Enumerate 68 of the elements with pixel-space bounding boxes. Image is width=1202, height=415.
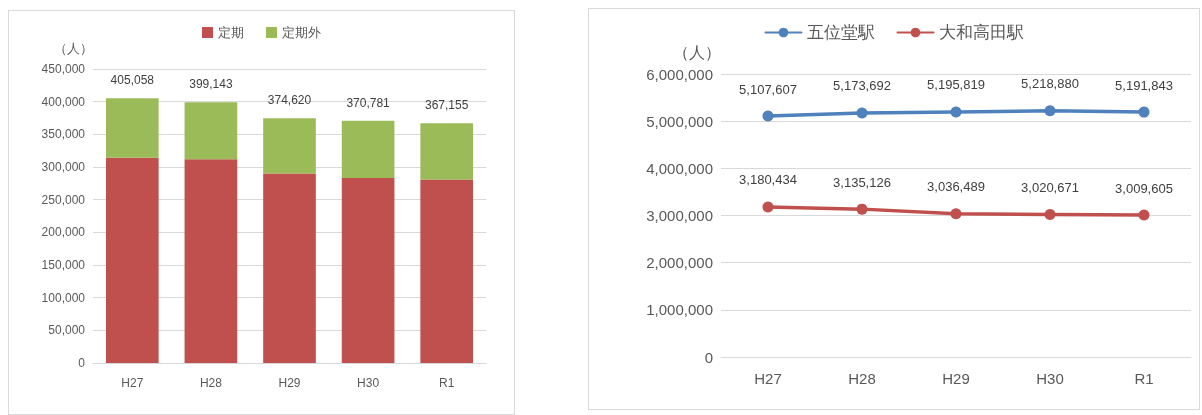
bar <box>184 159 238 363</box>
legend-label: 大和高田駅 <box>938 23 1024 42</box>
legend-label: 五位堂駅 <box>806 23 875 42</box>
data-label: 5,195,819 <box>927 77 985 93</box>
y-tick-label: 1,000,000 <box>646 301 713 319</box>
bar <box>341 178 395 363</box>
y-axis-title: （人） <box>54 41 93 56</box>
data-label: 5,107,607 <box>739 81 797 97</box>
data-label: 3,135,126 <box>833 174 891 190</box>
point <box>856 107 868 119</box>
bar <box>105 157 159 363</box>
x-tick-label: H28 <box>848 370 876 387</box>
x-tick-label: R1 <box>1134 370 1154 387</box>
point <box>762 201 774 213</box>
y-tick-label: 0 <box>78 356 86 370</box>
y-tick-label: 50,000 <box>48 323 86 338</box>
data-label: 3,020,671 <box>1021 180 1079 196</box>
y-tick-label: 150,000 <box>41 258 86 272</box>
x-tick-label: H27 <box>754 370 782 387</box>
point <box>856 203 868 215</box>
point <box>762 110 774 122</box>
bar <box>420 123 474 180</box>
y-tick-label: 350,000 <box>41 127 86 142</box>
data-label: 5,173,692 <box>833 78 891 94</box>
legend-label: 定期 <box>218 25 244 40</box>
point <box>1138 209 1150 221</box>
y-tick-label: 300,000 <box>41 160 86 174</box>
data-label: 3,009,605 <box>1115 180 1173 196</box>
total-label: 405,058 <box>110 73 155 88</box>
y-tick-label: 250,000 <box>41 192 86 207</box>
y-tick-label: 200,000 <box>41 225 86 240</box>
total-label: 367,155 <box>425 98 469 113</box>
point <box>1044 105 1056 117</box>
y-tick-label: 2,000,000 <box>646 254 713 272</box>
data-label: 3,180,434 <box>739 172 797 188</box>
bar <box>184 102 238 160</box>
x-tick-label: H29 <box>278 376 301 390</box>
total-label: 370,781 <box>346 95 391 110</box>
y-tick-label: 400,000 <box>41 94 86 109</box>
y-tick-label: 3,000,000 <box>646 207 713 224</box>
x-tick-label: H30 <box>357 376 380 390</box>
x-tick-label: H30 <box>1036 370 1064 387</box>
y-tick-label: 4,000,000 <box>646 159 713 177</box>
point <box>950 208 962 220</box>
y-tick-label: 100,000 <box>41 290 86 305</box>
x-tick-label: H27 <box>121 376 144 390</box>
point <box>950 106 962 118</box>
y-tick-label: 450,000 <box>41 62 86 76</box>
x-tick-label: H28 <box>199 376 223 390</box>
y-tick-label: 0 <box>704 348 713 366</box>
bar <box>420 179 474 363</box>
total-label: 374,620 <box>267 93 312 108</box>
data-label: 5,218,880 <box>1021 76 1079 92</box>
point <box>1138 106 1150 118</box>
data-label: 5,191,843 <box>1115 77 1173 93</box>
bar <box>341 120 395 179</box>
x-tick-label: R1 <box>439 376 455 390</box>
bar <box>105 98 159 158</box>
bar <box>263 118 316 174</box>
y-tick-label: 5,000,000 <box>646 112 713 130</box>
y-axis-title: （人） <box>673 43 721 61</box>
point <box>1044 209 1056 221</box>
total-label: 399,143 <box>189 77 233 92</box>
x-tick-label: H29 <box>942 370 970 387</box>
legend-label: 定期外 <box>282 25 321 40</box>
bar <box>263 173 316 363</box>
data-label: 3,036,489 <box>927 179 985 195</box>
y-tick-label: 6,000,000 <box>646 65 713 83</box>
